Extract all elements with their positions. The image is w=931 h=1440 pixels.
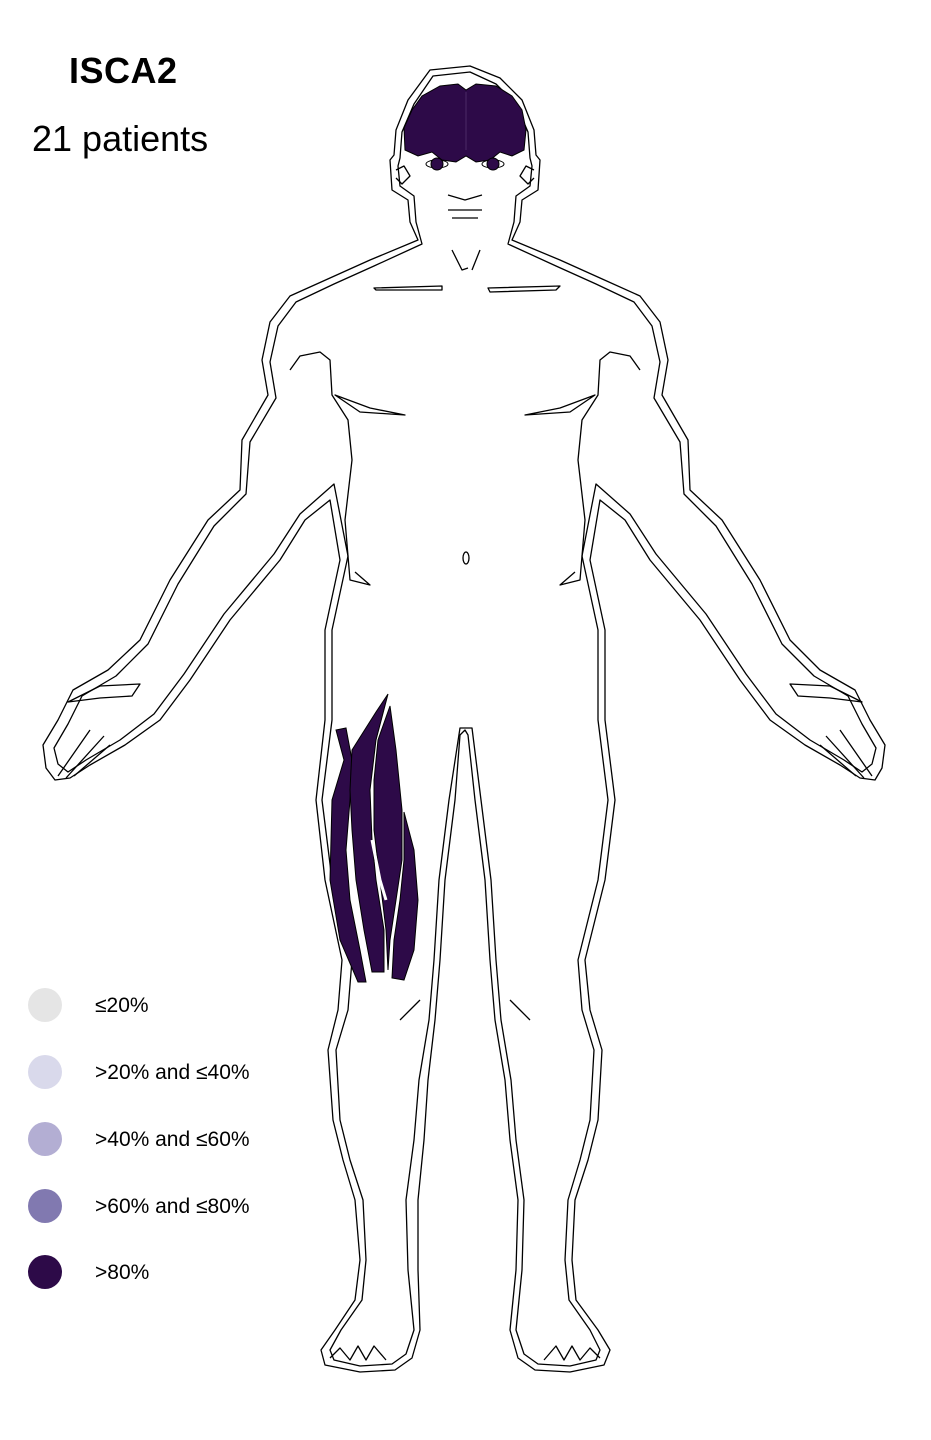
eyes-region — [425, 157, 505, 171]
left-eye — [430, 157, 444, 171]
thigh-muscle-region — [329, 693, 419, 983]
page-title: ISCA2 — [69, 50, 178, 91]
legend-swatch — [28, 1122, 62, 1156]
legend-item: >40% and ≤60% — [28, 1122, 328, 1156]
legend-item: ≤20% — [28, 988, 328, 1022]
legend-item: >20% and ≤40% — [28, 1055, 328, 1089]
patient-count: 21 patients — [32, 118, 209, 159]
legend-item: >80% — [28, 1255, 328, 1289]
legend-item: >60% and ≤80% — [28, 1189, 328, 1223]
body-details — [57, 165, 873, 1361]
legend-label: >80% — [95, 1261, 150, 1284]
legend-swatch — [28, 988, 62, 1022]
legend-swatch — [28, 1189, 62, 1223]
legend-label: ≤20% — [95, 994, 149, 1017]
legend-label: >20% and ≤40% — [95, 1061, 250, 1084]
brain-region — [403, 83, 527, 163]
legend-swatch — [28, 1055, 62, 1089]
legend-swatch — [28, 1255, 62, 1289]
legend-label: >40% and ≤60% — [95, 1128, 250, 1151]
legend-label: >60% and ≤80% — [95, 1195, 250, 1218]
body-outline — [42, 65, 886, 1373]
right-eye — [486, 157, 500, 171]
